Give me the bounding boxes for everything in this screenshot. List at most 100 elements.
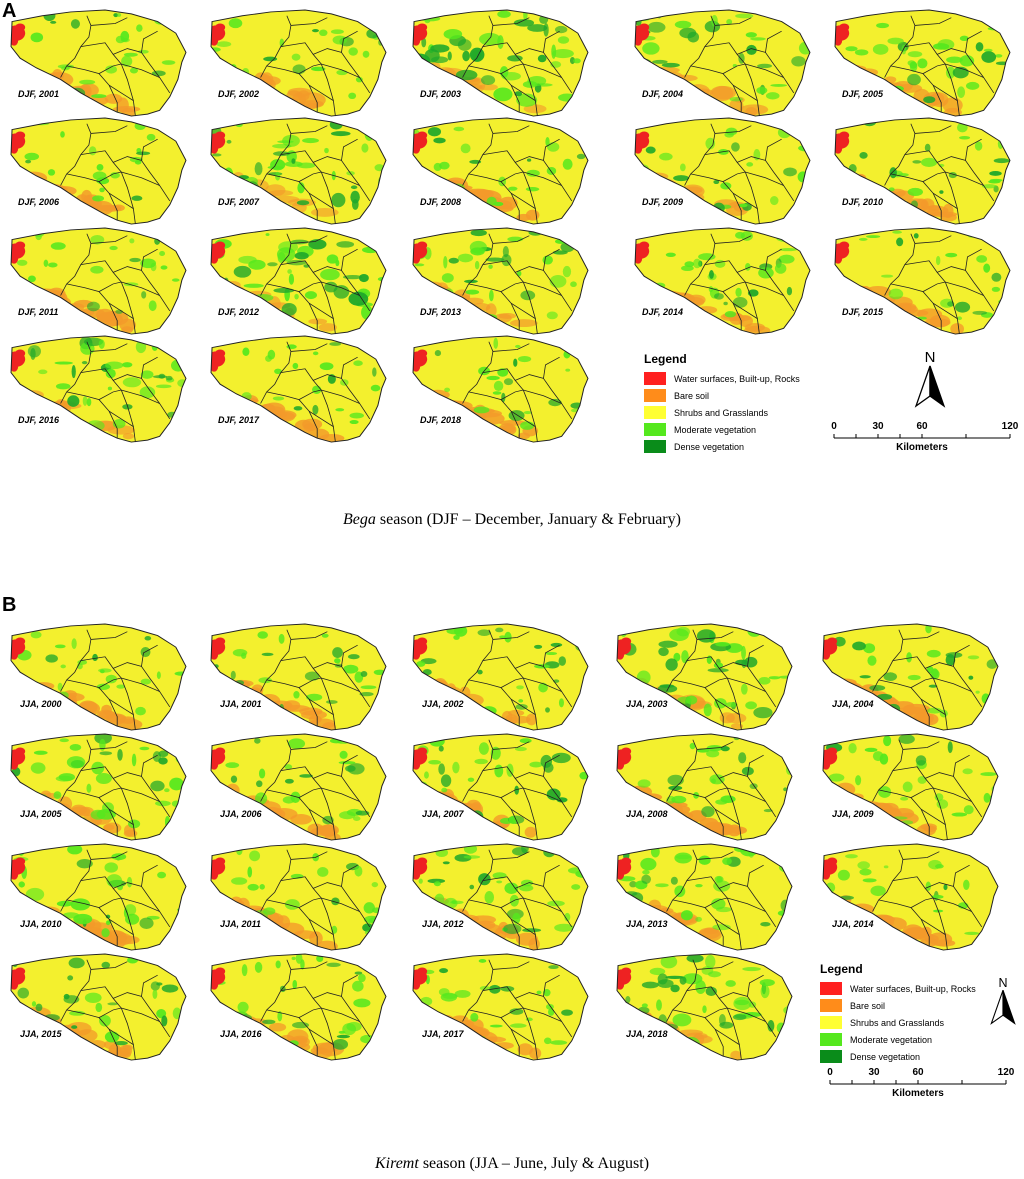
north-arrow-left-half: [914, 365, 931, 408]
legend-swatch-moderate: [820, 1033, 842, 1046]
bare-soil-patch: [265, 919, 285, 931]
map-year-label: DJF, 2005: [842, 89, 884, 99]
bare-soil-patch: [710, 85, 734, 102]
moderate-vegetation-patch: [726, 18, 733, 25]
moderate-vegetation-patch: [139, 386, 156, 399]
moderate-vegetation-patch: [342, 1023, 357, 1036]
dense-vegetation-patch: [514, 785, 519, 795]
district-boundary: [878, 789, 948, 841]
moderate-vegetation-patch: [830, 900, 836, 911]
district-boundary: [462, 15, 494, 78]
moderate-vegetation-patch: [352, 980, 364, 992]
dense-vegetation-patch: [355, 810, 370, 816]
dense-vegetation-patch: [427, 878, 446, 884]
district-boundary: [341, 886, 360, 912]
moderate-vegetation-patch: [364, 627, 371, 635]
moderate-vegetation-patch: [258, 677, 273, 684]
map-year-label: JJA, 2018: [626, 1029, 668, 1039]
dense-vegetation-patch: [29, 400, 44, 405]
dense-vegetation-patch: [217, 286, 224, 300]
moderate-vegetation-patch: [60, 664, 66, 669]
bare-soil-patch: [107, 714, 126, 725]
moderate-vegetation-patch: [494, 764, 504, 778]
district-boundary: [98, 677, 171, 708]
bare-soil-patch: [884, 76, 897, 83]
district-boundary: [714, 17, 752, 26]
district-boundary: [543, 160, 562, 186]
caption-season-detail: season (DJF – December, January & Februa…: [375, 511, 681, 528]
dense-vegetation-patch: [226, 139, 232, 144]
bare-soil-patch: [300, 710, 328, 720]
legend-label-dense: Dense vegetation: [674, 441, 745, 452]
land-cover-map: [10, 843, 187, 951]
moderate-vegetation-patch: [867, 655, 877, 666]
district-boundary: [98, 63, 171, 94]
moderate-vegetation-patch: [125, 913, 140, 925]
district-boundary: [90, 125, 128, 134]
moderate-vegetation-patch: [974, 141, 983, 151]
study-area-outline: [834, 227, 1011, 335]
land-cover-fill: [11, 336, 186, 443]
district-boundary: [500, 171, 573, 202]
dense-vegetation-patch: [991, 272, 1002, 282]
study-area-outline: [412, 9, 589, 117]
bare-soil-patch: [120, 716, 136, 724]
dense-vegetation-patch: [552, 250, 568, 255]
moderate-vegetation-patch: [155, 800, 171, 807]
dense-vegetation-patch: [433, 137, 446, 144]
moderate-vegetation-patch: [53, 791, 62, 799]
water-builtup-area: [413, 254, 421, 264]
moderate-vegetation-patch: [693, 258, 702, 269]
district-boundary: [462, 233, 494, 296]
moderate-vegetation-patch: [557, 36, 570, 44]
moderate-vegetation-patch: [433, 881, 441, 887]
bare-soil-patch: [524, 826, 537, 838]
dense-vegetation-patch: [470, 810, 484, 824]
moderate-vegetation-patch: [543, 1037, 552, 1045]
season-map: JJA, 2007: [410, 733, 592, 842]
dense-vegetation-patch: [115, 309, 123, 314]
district-boundary: [500, 677, 573, 708]
moderate-vegetation-patch: [892, 230, 903, 234]
moderate-vegetation-patch: [261, 312, 277, 320]
moderate-vegetation-patch: [159, 250, 166, 257]
moderate-vegetation-patch: [492, 391, 502, 395]
study-area-outline: [634, 227, 811, 335]
dense-vegetation-patch: [954, 301, 971, 313]
dense-vegetation-patch: [876, 693, 893, 700]
district-boundary: [290, 343, 328, 352]
moderate-vegetation-patch: [90, 809, 106, 820]
legend-label-moderate: Moderate vegetation: [674, 424, 757, 435]
dense-vegetation-patch: [559, 848, 576, 852]
dense-vegetation-patch: [345, 765, 356, 772]
dense-vegetation-patch: [947, 741, 953, 754]
moderate-vegetation-patch: [362, 50, 370, 58]
season-map: JJA, 2003: [614, 623, 796, 732]
bare-soil-patch: [319, 824, 339, 837]
water-builtup-area: [215, 241, 226, 250]
moderate-vegetation-patch: [883, 865, 889, 869]
moderate-vegetation-patch: [957, 316, 963, 321]
dense-vegetation-patch: [513, 19, 535, 27]
moderate-vegetation-patch: [837, 869, 850, 881]
moderate-vegetation-patch: [708, 971, 721, 978]
district-boundary: [690, 283, 760, 335]
land-cover-fill: [211, 954, 386, 1061]
water-builtup-area: [11, 980, 19, 990]
season-map: JJA, 2010: [8, 843, 190, 952]
moderate-vegetation-patch: [695, 916, 702, 922]
moderate-vegetation-patch: [999, 200, 1010, 208]
study-area-outline: [10, 733, 187, 841]
moderate-vegetation-patch: [546, 166, 557, 175]
moderate-vegetation-patch: [957, 86, 966, 98]
dense-vegetation-patch: [723, 301, 728, 306]
dense-vegetation-patch: [915, 755, 927, 766]
water-builtup-area: [417, 241, 428, 250]
study-area-outline: [210, 117, 387, 225]
district-boundary: [965, 270, 984, 296]
moderate-vegetation-patch: [177, 379, 186, 388]
district-boundary: [260, 15, 292, 78]
map-year-label: DJF, 2016: [18, 415, 60, 425]
map-year-label: JJA, 2006: [220, 809, 262, 819]
dense-vegetation-patch: [993, 158, 1010, 164]
